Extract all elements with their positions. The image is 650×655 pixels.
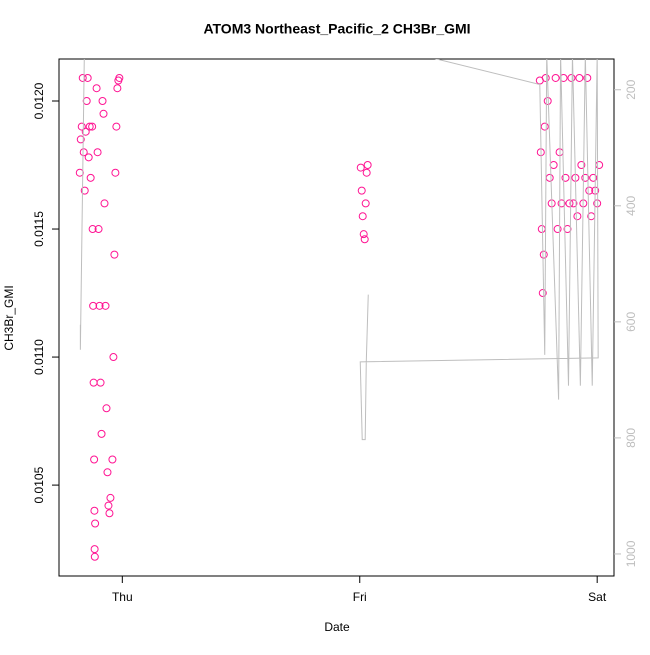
point: [88, 122, 97, 131]
point: [102, 404, 111, 413]
y2-tick-label: 800: [624, 428, 638, 448]
point: [540, 122, 549, 131]
point: [569, 199, 578, 208]
point: [541, 73, 550, 82]
point: [363, 161, 372, 170]
point: [359, 230, 368, 239]
point: [581, 173, 590, 182]
point: [108, 455, 117, 464]
point: [103, 468, 112, 477]
point: [361, 199, 370, 208]
point: [585, 186, 594, 195]
point: [561, 173, 570, 182]
point: [94, 225, 103, 234]
point: [90, 506, 99, 515]
line: [79, 59, 599, 441]
point: [589, 173, 598, 182]
point: [88, 225, 97, 234]
point: [577, 161, 586, 170]
point: [78, 73, 87, 82]
point: [537, 225, 546, 234]
point: [360, 235, 369, 244]
y-tick-label: 0.0105: [32, 466, 46, 503]
point: [543, 96, 552, 105]
point: [97, 429, 106, 438]
point: [595, 161, 604, 170]
point: [106, 493, 115, 502]
point: [567, 73, 576, 82]
y2-tick-label: 600: [624, 312, 638, 332]
point: [565, 199, 574, 208]
chart-title: ATOM3 Northeast_Pacific_2 CH3Br_GMI: [203, 21, 470, 37]
point: [101, 301, 110, 310]
plot-area: [75, 59, 604, 561]
point: [105, 509, 114, 518]
point: [113, 84, 122, 93]
point: [538, 289, 547, 298]
point: [90, 545, 99, 554]
y-tick-label: 0.0120: [32, 82, 46, 119]
point: [104, 501, 113, 510]
point: [573, 212, 582, 221]
point: [82, 96, 91, 105]
point: [90, 455, 99, 464]
point: [575, 73, 584, 82]
point: [76, 135, 85, 144]
point: [91, 519, 100, 528]
point: [115, 73, 124, 82]
point: [358, 212, 367, 221]
point: [86, 173, 95, 182]
point: [75, 168, 84, 177]
y-tick-label: 0.0115: [32, 211, 46, 247]
point: [79, 148, 88, 157]
point: [95, 301, 104, 310]
point: [551, 73, 560, 82]
point: [109, 353, 118, 362]
point: [112, 122, 121, 131]
point: [99, 109, 108, 118]
y2-tick-label: 200: [624, 79, 638, 99]
point: [89, 301, 98, 310]
point: [90, 552, 99, 561]
point: [81, 127, 90, 136]
x-tick-label: Sat: [588, 590, 607, 604]
point: [98, 96, 107, 105]
point: [557, 199, 566, 208]
y2-tick-label: 400: [624, 195, 638, 215]
point: [80, 186, 89, 195]
x-tick-label: Thu: [112, 590, 133, 604]
point: [111, 168, 120, 177]
point: [583, 73, 592, 82]
point: [100, 199, 109, 208]
point: [549, 161, 558, 170]
point: [356, 163, 365, 172]
point: [85, 122, 94, 131]
point: [110, 250, 119, 259]
point: [84, 153, 93, 162]
point: [553, 225, 562, 234]
point: [563, 225, 572, 234]
point: [77, 122, 86, 131]
y2-tick-label: 1000: [624, 540, 638, 567]
plot-frame: [58, 58, 615, 577]
x-axis-label: Date: [324, 620, 350, 634]
point: [539, 250, 548, 259]
y-axis-label: CH3Br_GMI: [2, 285, 16, 350]
point: [545, 173, 554, 182]
point: [89, 378, 98, 387]
point: [93, 148, 102, 157]
point: [362, 168, 371, 177]
x-tick-label: Fri: [353, 590, 367, 604]
point: [92, 84, 101, 93]
y-tick-label: 0.0110: [32, 339, 46, 375]
point: [357, 186, 366, 195]
point: [96, 378, 105, 387]
point: [83, 73, 92, 82]
